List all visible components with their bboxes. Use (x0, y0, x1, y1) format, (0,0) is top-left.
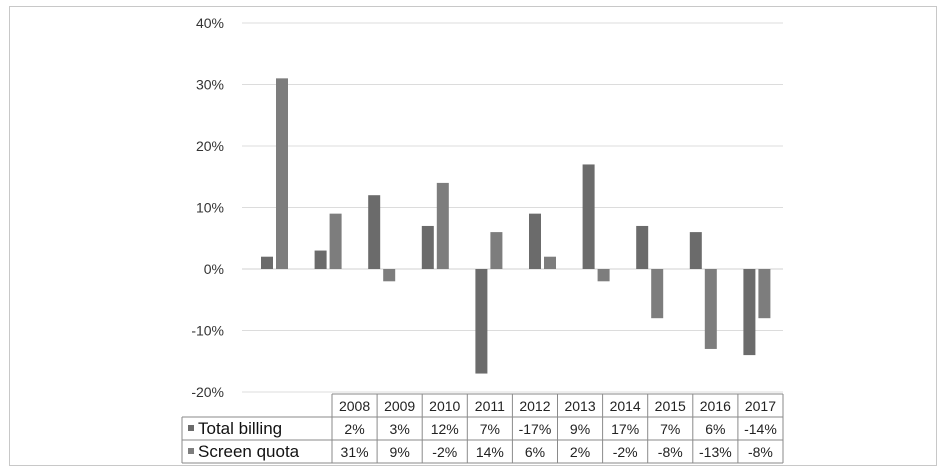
bar-total-billing (475, 269, 488, 374)
chart-area (9, 6, 937, 466)
x-tick-label: 2010 (429, 398, 460, 414)
bar-total-billing (636, 225, 649, 269)
data-label: 7% (480, 421, 500, 437)
data-label: 17% (611, 421, 639, 437)
y-tick-label: 0% (204, 261, 224, 277)
bar-total-billing (261, 256, 273, 269)
y-tick-label: 10% (196, 200, 224, 216)
data-label: 14% (476, 444, 504, 460)
data-label: 12% (431, 421, 459, 437)
bar-screen-quota (758, 269, 771, 319)
data-label: -8% (748, 444, 773, 460)
legend-key (188, 448, 194, 454)
bar-total-billing (582, 164, 595, 269)
x-tick-label: 2014 (610, 398, 641, 414)
data-label: 9% (390, 444, 410, 460)
x-tick-label: 2015 (655, 398, 686, 414)
bar-screen-quota (490, 232, 503, 269)
x-tick-label: 2017 (745, 398, 776, 414)
bar-screen-quota (597, 269, 610, 282)
data-label: 2% (344, 421, 364, 437)
y-tick-label: 20% (196, 138, 224, 154)
data-label: 2% (570, 444, 590, 460)
legend-entry: Total billing (198, 419, 282, 438)
data-label: 31% (341, 444, 369, 460)
bar-screen-quota (436, 182, 449, 269)
y-tick-label: 30% (196, 77, 224, 93)
data-label: -13% (699, 444, 732, 460)
data-label: -2% (613, 444, 638, 460)
data-label: 9% (570, 421, 590, 437)
bar-total-billing (689, 232, 702, 269)
bar-screen-quota (544, 256, 556, 269)
x-tick-label: 2008 (339, 398, 370, 414)
bar-screen-quota (383, 269, 396, 282)
data-label: 6% (705, 421, 725, 437)
x-tick-label: 2016 (700, 398, 731, 414)
y-tick-label: -20% (191, 384, 224, 400)
bar-total-billing (421, 225, 434, 269)
x-tick-label: 2009 (384, 398, 415, 414)
data-label: 7% (660, 421, 680, 437)
bar-screen-quota (276, 78, 288, 269)
x-tick-label: 2011 (475, 398, 505, 414)
data-label: -17% (519, 421, 552, 437)
bar-total-billing (743, 269, 756, 356)
y-tick-label: -10% (191, 323, 224, 339)
bar-total-billing (529, 213, 541, 269)
bar-total-billing (368, 195, 381, 269)
data-label: -8% (658, 444, 683, 460)
data-label: 3% (390, 421, 410, 437)
data-label: -2% (432, 444, 457, 460)
legend-key (188, 425, 194, 431)
x-tick-label: 2013 (564, 398, 595, 414)
x-tick-label: 2012 (519, 398, 550, 414)
data-label: -14% (744, 421, 777, 437)
data-label: 6% (525, 444, 545, 460)
y-tick-label: 40% (196, 15, 224, 31)
bar-total-billing (314, 250, 327, 269)
bar-screen-quota (329, 213, 342, 269)
legend-entry: Screen quota (198, 442, 300, 461)
bar-screen-quota (704, 269, 717, 349)
bar-screen-quota (651, 269, 664, 319)
